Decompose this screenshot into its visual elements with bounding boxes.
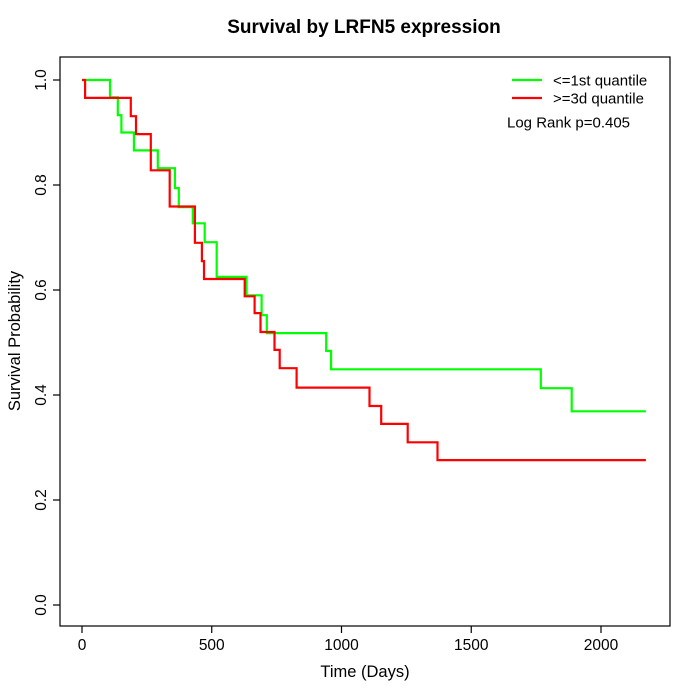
x-tick-label: 0 [78, 637, 87, 654]
y-axis-label: Survival Probability [6, 270, 24, 411]
y-axis-ticks: 0.0 0.2 0.4 0.6 0.8 1.0 [33, 69, 60, 616]
survival-curve-first-quantile [82, 78, 646, 413]
y-tick-label: 0.8 [33, 174, 50, 196]
legend: <=1st quantile >=3d quantile Log Rank p=… [507, 73, 647, 132]
y-tick-label: 0.4 [33, 384, 50, 406]
y-tick-label: 0.2 [33, 489, 50, 511]
plot-title: Survival by LRFN5 expression [227, 17, 501, 38]
x-axis-ticks: 0 500 1000 1500 2000 [78, 626, 619, 654]
legend-label-first-quantile: <=1st quantile [553, 73, 647, 90]
survival-curve-third-quantile [82, 78, 646, 462]
y-tick-label: 1.0 [33, 69, 50, 91]
log-rank-annotation: Log Rank p=0.405 [507, 115, 630, 132]
plot-border [59, 56, 671, 627]
y-tick-label: 0.0 [33, 594, 50, 616]
y-tick-label: 0.6 [33, 279, 50, 301]
x-tick-label: 500 [199, 637, 225, 654]
survival-curves [82, 78, 646, 462]
x-axis-label: Time (Days) [320, 663, 409, 681]
x-tick-label: 2000 [584, 637, 619, 654]
x-tick-label: 1500 [454, 637, 489, 654]
legend-label-third-quantile: >=3d quantile [553, 91, 644, 108]
x-tick-label: 1000 [324, 637, 359, 654]
